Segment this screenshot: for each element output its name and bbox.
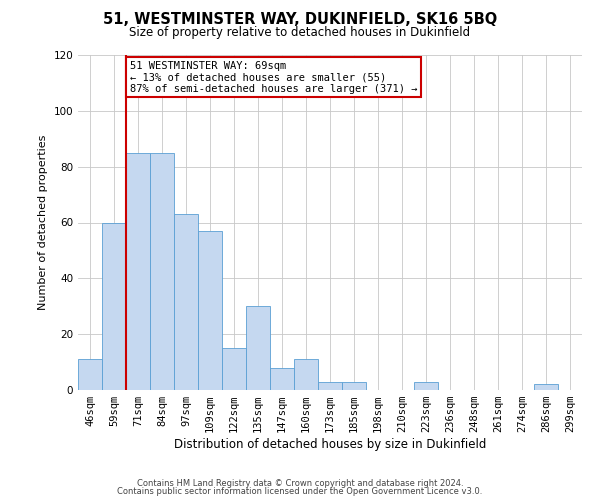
Text: 51, WESTMINSTER WAY, DUKINFIELD, SK16 5BQ: 51, WESTMINSTER WAY, DUKINFIELD, SK16 5B… bbox=[103, 12, 497, 28]
Text: Contains HM Land Registry data © Crown copyright and database right 2024.: Contains HM Land Registry data © Crown c… bbox=[137, 478, 463, 488]
Bar bbox=[270, 368, 294, 390]
Bar bbox=[342, 382, 366, 390]
Bar bbox=[414, 382, 438, 390]
Y-axis label: Number of detached properties: Number of detached properties bbox=[38, 135, 48, 310]
Bar bbox=[222, 348, 246, 390]
Bar bbox=[174, 214, 198, 390]
Bar bbox=[318, 382, 342, 390]
Bar bbox=[246, 306, 270, 390]
Bar bbox=[102, 222, 126, 390]
Bar bbox=[534, 384, 558, 390]
Bar bbox=[126, 152, 150, 390]
Text: Size of property relative to detached houses in Dukinfield: Size of property relative to detached ho… bbox=[130, 26, 470, 39]
Bar bbox=[294, 360, 318, 390]
Bar bbox=[198, 231, 222, 390]
X-axis label: Distribution of detached houses by size in Dukinfield: Distribution of detached houses by size … bbox=[174, 438, 486, 451]
Text: Contains public sector information licensed under the Open Government Licence v3: Contains public sector information licen… bbox=[118, 487, 482, 496]
Bar bbox=[150, 152, 174, 390]
Bar bbox=[78, 360, 102, 390]
Text: 51 WESTMINSTER WAY: 69sqm
← 13% of detached houses are smaller (55)
87% of semi-: 51 WESTMINSTER WAY: 69sqm ← 13% of detac… bbox=[130, 60, 417, 94]
